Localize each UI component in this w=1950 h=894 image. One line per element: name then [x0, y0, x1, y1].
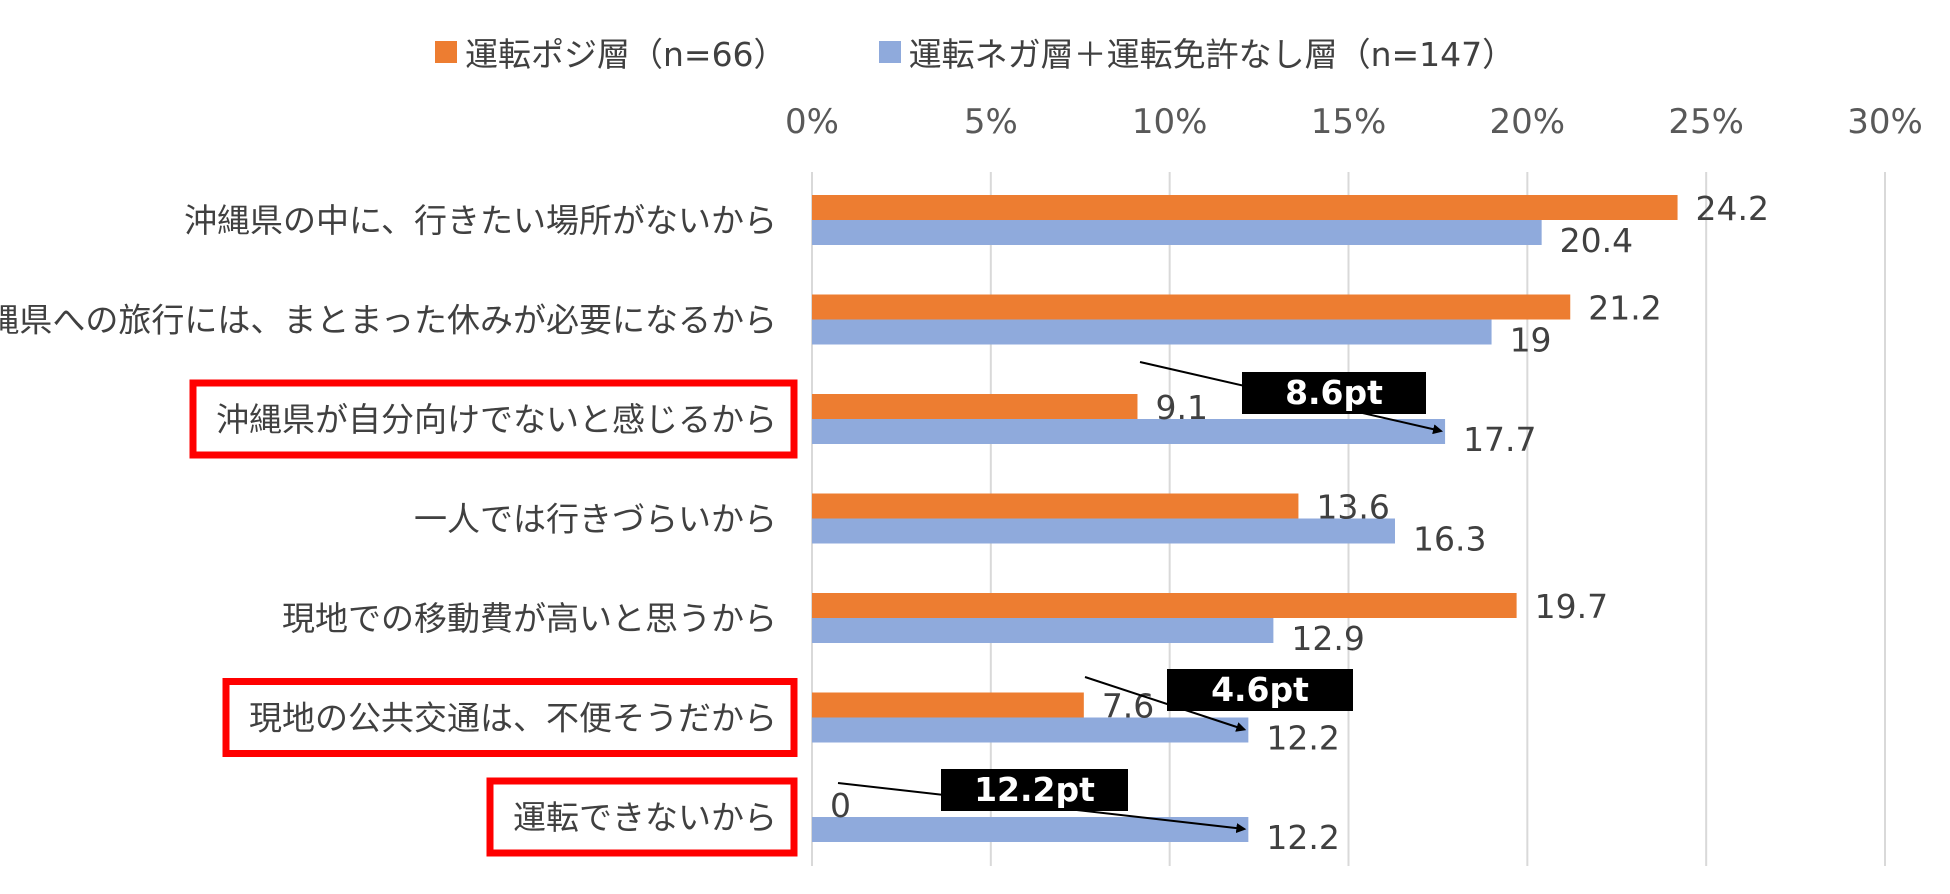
data-label-neg: 20.4	[1560, 221, 1633, 260]
callout-label: 8.6pt	[1285, 373, 1383, 412]
highlight-box	[189, 379, 798, 459]
callout-box	[1242, 372, 1426, 414]
data-label-neg: 12.2	[1266, 818, 1339, 857]
callout-label: 12.2pt	[974, 770, 1095, 809]
callout-box	[1167, 669, 1353, 711]
category-label: 現地での移動費が高いと思うから	[282, 599, 777, 638]
highlight-box	[222, 678, 798, 757]
chart-legend: 運転ポジ層（n=66） 運転ネガ層＋運転免許なし層（n=147）	[435, 30, 1607, 74]
data-label-neg: 12.9	[1291, 619, 1364, 658]
category-label: 沖縄県への旅行には、まとまった休みが必要になるから	[0, 301, 777, 340]
category-label: 運転できないから	[513, 798, 777, 837]
callout-arrow	[1084, 676, 1247, 732]
category-label: 一人では行きづらいから	[414, 500, 777, 539]
data-label-pos: 13.6	[1316, 488, 1389, 527]
data-label-neg: 16.3	[1413, 520, 1486, 559]
data-label-pos: 21.2	[1588, 289, 1661, 328]
bar-series-neg	[812, 817, 1249, 842]
legend-item-pos: 運転ポジ層（n=66）	[435, 28, 787, 76]
bar-series-neg	[812, 518, 1395, 544]
x-tick-label: 20%	[1490, 102, 1566, 142]
bar-series-neg	[812, 717, 1249, 743]
data-label-neg: 12.2	[1266, 719, 1339, 758]
callout-label: 4.6pt	[1211, 670, 1309, 709]
legend-swatch-pos	[435, 41, 457, 63]
x-tick-label: 25%	[1668, 102, 1744, 142]
bar-series-pos	[812, 394, 1138, 419]
bar-series-pos	[812, 593, 1517, 618]
data-label-neg: 17.7	[1463, 420, 1536, 459]
data-label-pos: 19.7	[1535, 587, 1608, 626]
x-tick-label: 15%	[1311, 102, 1387, 142]
category-label: 沖縄県が自分向けでないと感じるから	[216, 400, 777, 439]
legend-swatch-neg	[878, 41, 901, 63]
data-label-neg: 19	[1510, 321, 1552, 360]
category-label: 沖縄県の中に、行きたい場所がないから	[184, 201, 777, 240]
x-tick-label: 30%	[1847, 102, 1923, 142]
data-label-pos: 9.1	[1155, 388, 1207, 427]
bar-series-neg	[812, 618, 1274, 643]
bar-series-pos	[812, 294, 1571, 320]
data-label-pos: 7.6	[1102, 687, 1154, 726]
category-label: 現地の公共交通は、不便そうだから	[249, 699, 777, 738]
x-tick-label: 10%	[1132, 102, 1208, 142]
x-tick-label: 5%	[964, 102, 1018, 142]
highlight-box	[486, 777, 798, 857]
bar-series-pos	[812, 493, 1299, 519]
legend-label-pos: 運転ポジ層（n=66）	[465, 35, 787, 74]
bar-series-neg	[812, 220, 1542, 245]
bar-series-pos	[812, 195, 1678, 220]
bar-series-neg	[812, 319, 1492, 345]
bar-series-pos	[812, 692, 1084, 718]
data-label-pos: 0	[830, 786, 851, 825]
callout-box	[941, 769, 1128, 811]
x-tick-label: 0%	[785, 102, 839, 142]
data-label-pos: 24.2	[1696, 189, 1769, 228]
legend-item-neg: 運転ネガ層＋運転免許なし層（n=147）	[878, 28, 1516, 76]
legend-label-neg: 運転ネガ層＋運転免許なし層（n=147）	[908, 35, 1516, 74]
bar-series-neg	[812, 419, 1446, 444]
